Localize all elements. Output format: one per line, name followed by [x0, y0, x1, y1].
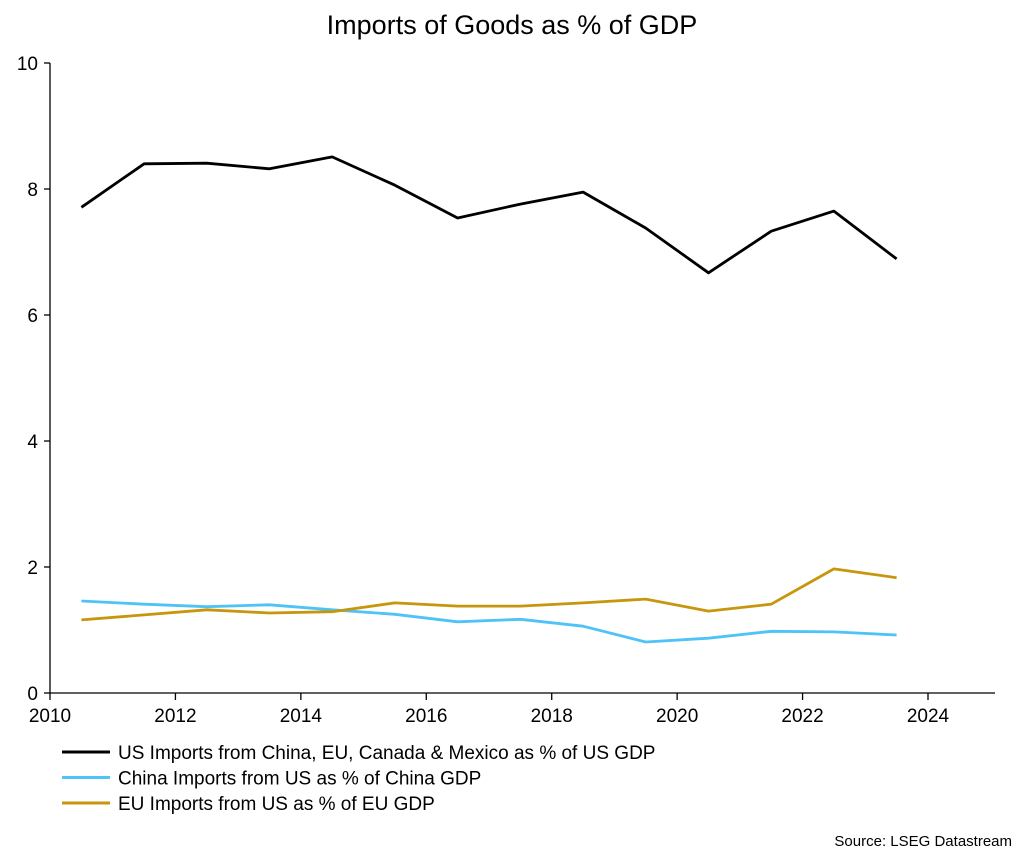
x-tick-label: 2010: [29, 706, 71, 727]
x-tick-label: 2024: [907, 706, 950, 727]
legend-label-1: China Imports from US as % of China GDP: [118, 769, 481, 790]
series-line-1: [81, 599, 897, 644]
axes: 0 2 4 6 8 10 2010 2012 2014 2016 2018 2020 2022 2024: [17, 54, 995, 727]
y-tick-label: 2: [27, 558, 38, 579]
legend: US Imports from China, EU, Canada & Mexi…: [62, 743, 655, 815]
y-tick-label: 4: [27, 432, 38, 453]
series-line-0: [80, 155, 898, 275]
series-line-2: [81, 567, 897, 622]
x-tick-label: 2016: [405, 706, 447, 727]
y-tick-label: 6: [27, 306, 38, 327]
x-tick-label: 2020: [656, 706, 698, 727]
x-tick-label: 2018: [531, 706, 573, 727]
chart-title: Imports of Goods as % of GDP: [327, 10, 698, 40]
y-tick-label: 8: [27, 180, 38, 201]
series-lines: [80, 155, 898, 644]
x-tick-label: 2012: [154, 706, 196, 727]
y-tick-label: 10: [17, 54, 38, 75]
legend-label-2: EU Imports from US as % of EU GDP: [118, 794, 435, 815]
legend-label-0: US Imports from China, EU, Canada & Mexi…: [118, 743, 655, 764]
x-tick-label: 2014: [280, 706, 323, 727]
x-tick-label: 2022: [781, 706, 823, 727]
y-tick-label: 0: [27, 684, 38, 705]
source-note: Source: LSEG Datastream: [834, 833, 1012, 850]
